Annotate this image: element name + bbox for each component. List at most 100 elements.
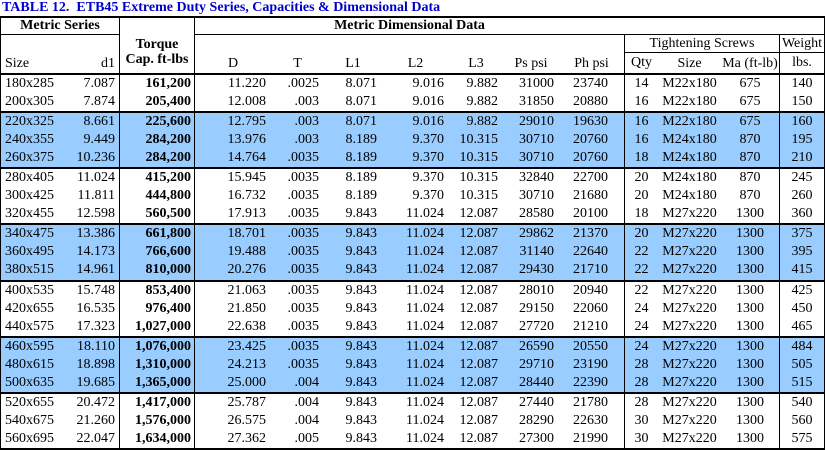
cell-screw-qty: 28 <box>624 355 658 374</box>
cell-d1: 8.661 <box>83 114 116 130</box>
cell-torque-capacity: 1,417,000 <box>119 393 195 412</box>
cell-weight: 515 <box>779 373 824 392</box>
cell-screw-qty: 30 <box>624 411 658 430</box>
cell-torque-capacity: 853,400 <box>119 281 195 300</box>
table-header: Metric Series Torque Cap. ft-lbs Metric … <box>1 18 824 75</box>
cell-L3: 12.087 <box>459 356 499 372</box>
cell-ph-psi: 21780 <box>573 394 608 410</box>
cell-ps-psi: 27440 <box>519 394 554 410</box>
cell-L2: 9.370 <box>412 188 445 204</box>
cell-ps-psi: 29710 <box>519 356 554 372</box>
cell-weight: 360 <box>779 205 824 224</box>
cell-L1: 9.843 <box>345 374 378 390</box>
cell-screw-qty: 24 <box>624 299 658 318</box>
cell-torque-capacity: 810,000 <box>119 261 195 280</box>
cell-L2: 9.370 <box>412 150 445 166</box>
cell-weight: 140 <box>779 75 824 94</box>
cell-ph-psi: 19630 <box>573 114 608 130</box>
cell-screw-size: M27x220 <box>662 244 717 260</box>
cell-ma: 1300 <box>736 394 764 410</box>
cell-torque-capacity: 205,400 <box>119 93 195 112</box>
cell-size: 320x455 <box>5 206 54 222</box>
table-row: 480x615 18.898 1,310,000 24.213 .0035 9.843 11… <box>1 355 824 374</box>
cell-size: 460x595 <box>5 338 54 354</box>
cell-screw-qty: 28 <box>624 373 658 392</box>
cell-D: 21.063 <box>227 282 267 298</box>
cell-d1: 10.236 <box>76 150 116 166</box>
header-spacer <box>624 18 824 35</box>
cell-T: .004 <box>294 394 320 410</box>
cell-L3: 9.882 <box>466 114 499 130</box>
cell-d1: 22.047 <box>76 430 116 446</box>
cell-weight: 395 <box>779 243 824 262</box>
col-label-ma: Ma (ft-lb) <box>722 56 778 71</box>
col-label-ps-psi: Ps psi <box>514 56 548 71</box>
cell-ps-psi: 28290 <box>519 412 554 428</box>
cell-D: 18.701 <box>227 226 267 242</box>
cell-ph-psi: 22060 <box>573 300 608 316</box>
cell-torque-capacity: 444,800 <box>119 187 195 206</box>
cell-screw-qty: 16 <box>624 131 658 150</box>
cell-ps-psi: 29862 <box>519 226 554 242</box>
cell-size: 380x515 <box>5 262 54 278</box>
cell-d1: 16.535 <box>76 300 116 316</box>
table-row: 420x655 16.535 976,400 21.850 .0035 9.843 11.0… <box>1 299 824 318</box>
table-row: 260x375 10.236 284,200 14.764 .0035 8.189 9.37… <box>1 149 824 170</box>
cell-ma: 1300 <box>736 338 764 354</box>
cell-T: .0035 <box>287 262 320 278</box>
cell-L1: 9.843 <box>345 244 378 260</box>
cell-screw-qty: 20 <box>624 187 658 206</box>
col-label-qty: Qty <box>624 53 658 73</box>
cell-L1: 9.843 <box>345 430 378 446</box>
table-row: 560x695 22.047 1,634,000 27.362 .005 9.843 11.… <box>1 429 824 448</box>
cell-ps-psi: 30710 <box>519 132 554 148</box>
cell-ps-psi: 29010 <box>519 114 554 130</box>
cell-L3: 10.315 <box>459 170 499 186</box>
cell-L1: 9.843 <box>345 226 378 242</box>
cell-weight: 465 <box>779 317 824 336</box>
cell-D: 13.976 <box>227 132 267 148</box>
cell-L1: 9.843 <box>345 282 378 298</box>
cell-size: 280x405 <box>5 170 54 186</box>
cell-screw-qty: 22 <box>624 281 658 300</box>
cell-d1: 7.087 <box>83 76 116 92</box>
header-weight: Weight <box>779 35 824 53</box>
cell-d1: 14.173 <box>76 244 116 260</box>
cell-size: 500x635 <box>5 374 54 390</box>
cell-ps-psi: 28580 <box>519 206 554 222</box>
cell-D: 22.638 <box>227 318 267 334</box>
cell-screw-qty: 24 <box>624 317 658 336</box>
cell-screw-size: M27x220 <box>662 430 717 446</box>
cell-ma: 870 <box>739 150 761 166</box>
cell-L3: 12.087 <box>459 318 499 334</box>
cell-weight: 260 <box>779 187 824 206</box>
cell-L3: 10.315 <box>459 150 499 166</box>
cell-L3: 10.315 <box>459 188 499 204</box>
table-row: 540x675 21.260 1,576,000 26.575 .004 9.843 11.… <box>1 411 824 430</box>
table-row: 300x425 11.811 444,800 16.732 .0035 8.189 9.37… <box>1 187 824 206</box>
cell-ma: 870 <box>739 170 761 186</box>
cell-weight: 160 <box>779 113 824 132</box>
cell-T: .0035 <box>287 318 320 334</box>
cell-ph-psi: 20550 <box>573 338 608 354</box>
cell-size: 540x675 <box>5 412 54 428</box>
cell-screw-qty: 18 <box>624 205 658 224</box>
cell-ph-psi: 22390 <box>573 374 608 390</box>
cell-ph-psi: 20100 <box>573 206 608 222</box>
cell-ps-psi: 29430 <box>519 262 554 278</box>
cell-L2: 9.016 <box>412 76 445 92</box>
cell-T: .0035 <box>287 226 320 242</box>
cell-size: 480x615 <box>5 356 54 372</box>
cell-weight: 540 <box>779 393 824 412</box>
cell-L3: 12.087 <box>459 226 499 242</box>
cell-L3: 12.087 <box>459 394 499 410</box>
cell-screw-qty: 28 <box>624 393 658 412</box>
cell-L2: 11.024 <box>406 394 444 410</box>
cell-T: .004 <box>294 374 320 390</box>
cell-L3: 10.315 <box>459 132 499 148</box>
cell-ps-psi: 32840 <box>519 170 554 186</box>
col-label-ph-psi: Ph psi <box>574 56 609 71</box>
table-row: 360x495 14.173 766,600 19.488 .0035 9.843 11.0… <box>1 243 824 262</box>
cell-d1: 12.598 <box>76 206 116 222</box>
cell-D: 19.488 <box>227 244 267 260</box>
